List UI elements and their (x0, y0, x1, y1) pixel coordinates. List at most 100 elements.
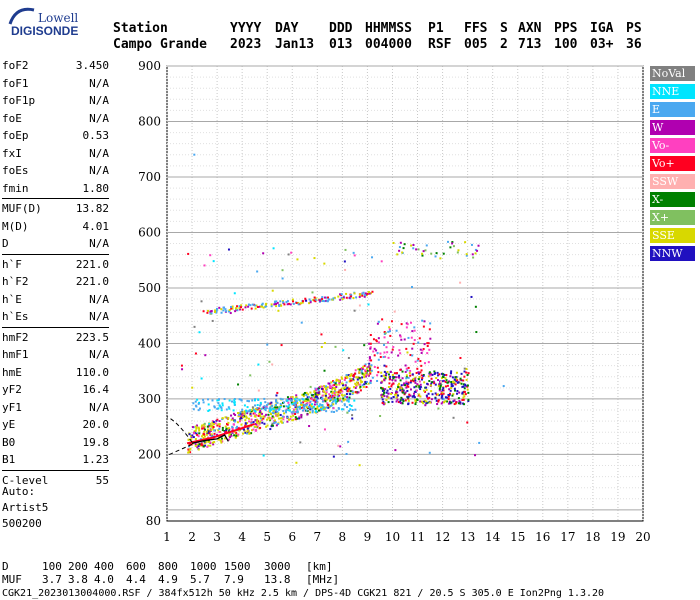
header-label-iga: IGA (590, 21, 614, 36)
param-value: N/A (89, 310, 109, 323)
echo-point (429, 401, 432, 404)
echo-point (428, 348, 431, 351)
echo-point (351, 393, 354, 396)
echo-point (380, 394, 383, 397)
echo-point (263, 407, 266, 410)
echo-point (318, 390, 321, 393)
echo-point (311, 407, 314, 410)
echo-point (263, 415, 266, 418)
echo-point (192, 436, 195, 439)
echo-point (426, 395, 429, 398)
echo-point (359, 294, 362, 297)
echo-point (352, 379, 355, 382)
echo-point (259, 420, 262, 423)
echo-point (341, 384, 344, 387)
echo-point (369, 342, 372, 345)
echo-point (411, 347, 414, 350)
echo-point (392, 346, 395, 349)
echo-point (377, 337, 380, 340)
echo-point (413, 386, 416, 389)
echo-point (302, 300, 305, 303)
echo-point (391, 400, 394, 403)
param-value: N/A (89, 146, 109, 160)
echo-point (305, 400, 308, 403)
echo-point (453, 387, 456, 390)
echo-point (344, 398, 347, 401)
echo-point (294, 412, 297, 415)
echo-point (400, 387, 403, 390)
echo-point (435, 252, 438, 255)
echo-point (419, 386, 422, 389)
echo-point (453, 381, 456, 384)
echo-point (381, 395, 384, 398)
echo-point (253, 415, 256, 418)
echo-point (358, 368, 361, 371)
echo-point (228, 309, 231, 312)
echo-point (364, 369, 367, 372)
echo-point (394, 449, 397, 452)
echo-point (217, 423, 220, 426)
echo-point (262, 417, 265, 420)
echo-point (308, 404, 311, 407)
echo-point (441, 401, 444, 404)
x-tick-label: 18 (585, 530, 600, 544)
echo-point (440, 402, 443, 405)
echo-point (200, 377, 203, 380)
param-value: 110.0 (75, 365, 109, 379)
echo-point (331, 388, 334, 391)
echo-point (456, 381, 459, 384)
echo-point (286, 300, 289, 303)
echo-point (418, 337, 421, 340)
echo-point (304, 297, 307, 300)
echo-point (384, 355, 387, 358)
echo-point (359, 389, 362, 392)
echo-point (423, 320, 426, 323)
echo-point (410, 244, 413, 247)
echo-point (210, 435, 213, 438)
echo-point (455, 401, 458, 404)
echo-point (339, 445, 342, 448)
x-tick-label: 20 (635, 530, 650, 544)
echo-point (197, 435, 200, 438)
echo-point (383, 379, 386, 382)
echo-point (458, 391, 461, 394)
echo-point (276, 406, 279, 409)
echo-point (439, 383, 442, 386)
echo-point (254, 404, 257, 407)
echo-point (452, 400, 455, 403)
echo-point (438, 373, 441, 376)
echo-point (233, 292, 236, 295)
echo-point (465, 378, 468, 381)
echo-point (375, 340, 378, 343)
x-tick-label: 17 (560, 530, 575, 544)
echo-point (317, 392, 320, 395)
echo-point (307, 393, 310, 396)
echo-point (338, 399, 341, 402)
echo-point (401, 377, 404, 380)
echo-point (356, 381, 359, 384)
echo-point (385, 399, 388, 402)
header-label-station: Station (113, 21, 168, 36)
echo-point (208, 432, 211, 435)
echo-point (399, 399, 402, 402)
footer-muf-value: 3.8 (68, 573, 88, 586)
echo-point (321, 394, 324, 397)
echo-point (254, 304, 257, 307)
echo-point (314, 400, 317, 403)
echo-point (391, 373, 394, 376)
echo-point (309, 301, 312, 304)
echo-point (441, 380, 444, 383)
echo-point (305, 299, 308, 302)
echo-point (257, 407, 260, 410)
echo-point (237, 415, 240, 418)
echo-point (347, 400, 350, 403)
echo-point (244, 424, 247, 427)
echo-point (434, 392, 437, 395)
echo-point (407, 381, 410, 384)
echo-point (312, 298, 315, 301)
echo-point (340, 400, 343, 403)
echo-point (451, 241, 454, 244)
legend-item-w: W (650, 120, 695, 135)
echo-point (337, 444, 340, 447)
echo-point (365, 293, 368, 296)
